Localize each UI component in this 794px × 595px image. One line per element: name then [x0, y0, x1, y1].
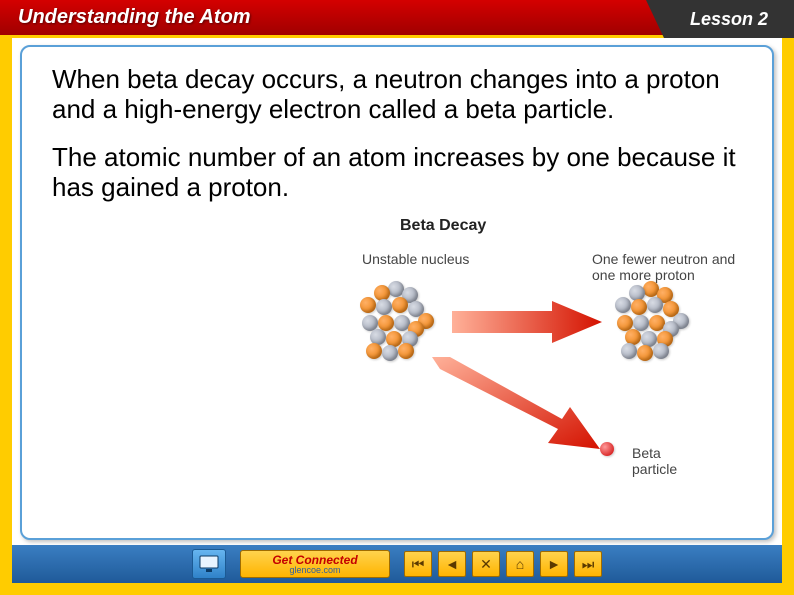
proton-icon: [637, 345, 653, 361]
proton-icon: [360, 297, 376, 313]
proton-icon: [631, 299, 647, 315]
nav-next-button[interactable]: ►: [540, 551, 568, 577]
page-title: Understanding the Atom: [0, 6, 251, 29]
get-connected-label: Get Connected: [272, 554, 357, 566]
monitor-button[interactable]: [192, 549, 226, 579]
arrow-emit-icon: [432, 357, 602, 462]
neutron-icon: [653, 343, 669, 359]
arrow-transform-icon: [452, 297, 602, 352]
chevron-left-icon: ◄: [445, 556, 459, 572]
label-beta-particle: Beta particle: [632, 445, 692, 477]
paragraph-1: When beta decay occurs, a neutron change…: [52, 65, 742, 125]
header-bar: Understanding the Atom Lesson 2: [0, 0, 794, 38]
lesson-label: Lesson 2: [690, 9, 768, 30]
neutron-icon: [647, 297, 663, 313]
content-panel: When beta decay occurs, a neutron change…: [20, 45, 774, 540]
chevrons-right-icon: ⏭: [582, 556, 595, 573]
chevrons-left-icon: ⏮: [412, 556, 425, 573]
neutron-icon: [382, 345, 398, 361]
proton-icon: [392, 297, 408, 313]
proton-icon: [366, 343, 382, 359]
close-icon: ✕: [480, 556, 492, 573]
nav-prev-button[interactable]: ◄: [438, 551, 466, 577]
paragraph-2: The atomic number of an atom increases b…: [52, 143, 742, 203]
neutron-icon: [615, 297, 631, 313]
get-connected-url: glencoe.com: [289, 566, 340, 575]
neutron-icon: [621, 343, 637, 359]
beta-particle-icon: [600, 442, 614, 456]
nav-home-button[interactable]: ⌂: [506, 551, 534, 577]
nav-last-button[interactable]: ⏭: [574, 551, 602, 577]
lesson-tab: Lesson 2: [664, 0, 794, 38]
nav-close-button[interactable]: ✕: [472, 551, 500, 577]
nucleus-after: [607, 277, 697, 367]
get-connected-button[interactable]: Get Connected glencoe.com: [240, 550, 390, 578]
beta-decay-diagram: Beta Decay Unstable nucleus One fewer ne…: [322, 217, 742, 517]
monitor-icon: [199, 555, 219, 573]
nucleus-before: [352, 277, 442, 367]
home-icon: ⌂: [516, 556, 524, 572]
label-unstable-nucleus: Unstable nucleus: [362, 251, 469, 267]
bottom-nav-bar: Get Connected glencoe.com ⏮ ◄ ✕ ⌂ ► ⏭: [12, 545, 782, 583]
diagram-title: Beta Decay: [400, 217, 486, 235]
proton-icon: [398, 343, 414, 359]
nav-first-button[interactable]: ⏮: [404, 551, 432, 577]
neutron-icon: [376, 299, 392, 315]
chevron-right-icon: ►: [547, 556, 561, 572]
